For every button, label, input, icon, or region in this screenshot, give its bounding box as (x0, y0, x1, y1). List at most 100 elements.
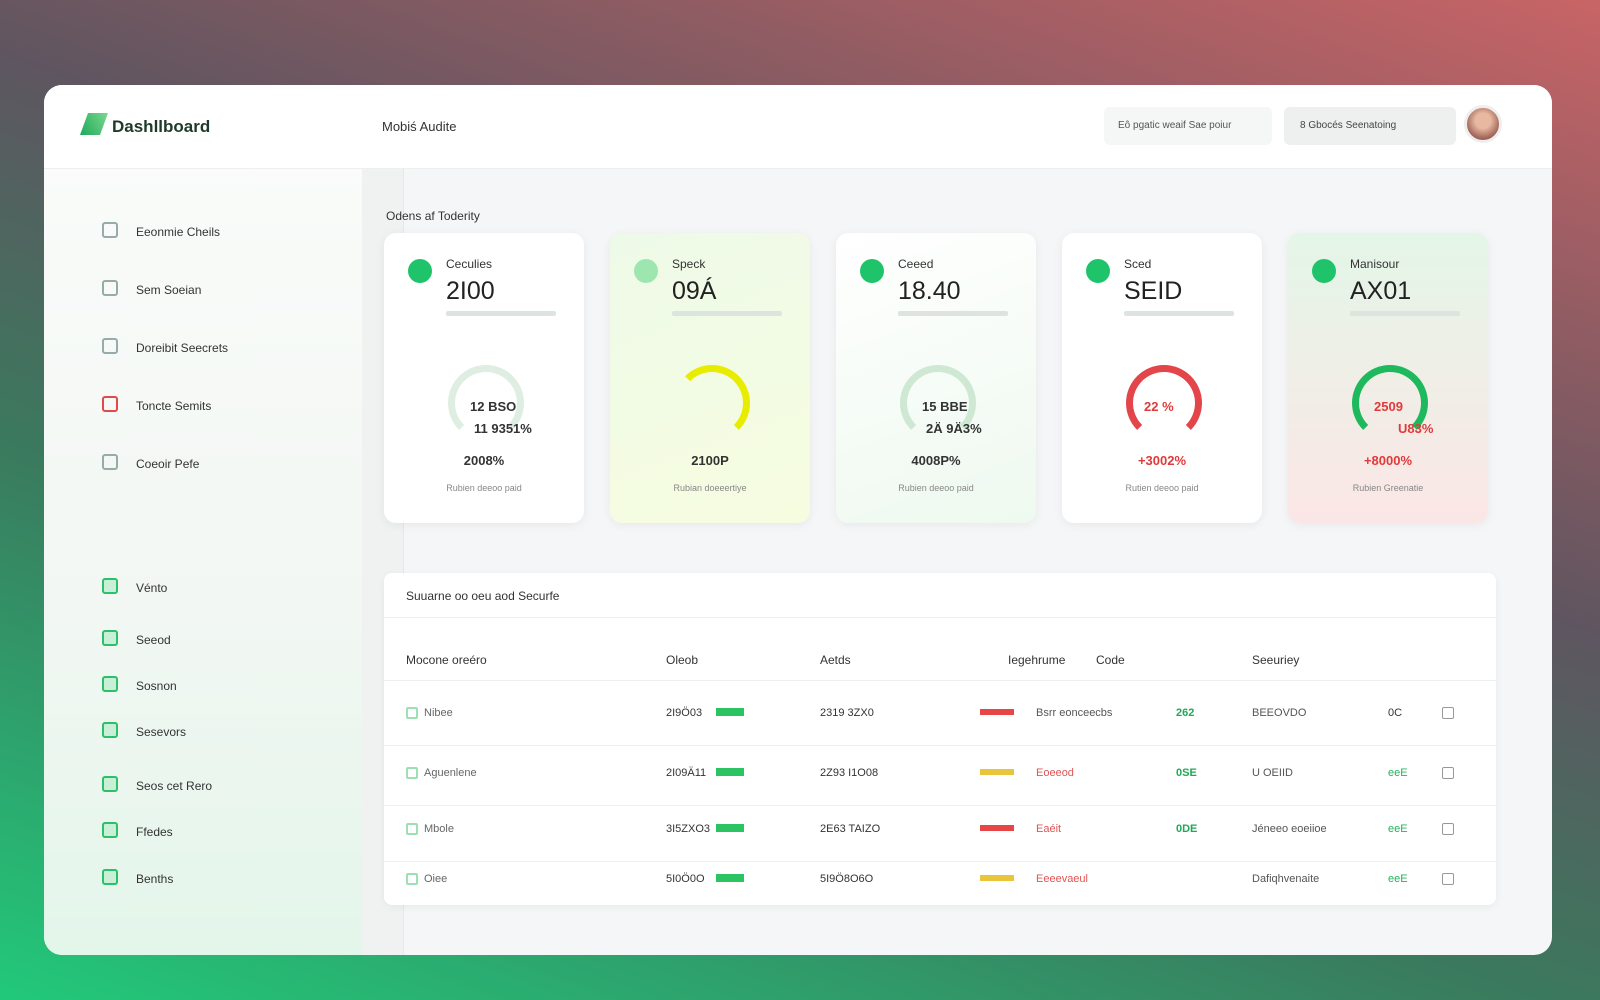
cell-check: 2I9Ö03 (666, 707, 703, 719)
nav-icon (102, 776, 118, 792)
row-action[interactable] (1442, 823, 1454, 835)
cell-security: Jéneeo eoeiioe (1252, 823, 1327, 835)
gauge (1352, 365, 1428, 441)
gauge-label: 22 % (1144, 399, 1174, 414)
top-bar: Dashllboard Mobiś Audite Eô pgatic weaif… (44, 85, 1552, 169)
nav-item[interactable]: Sem Soeian (102, 280, 201, 297)
column-header[interactable]: Seeuriey (1252, 653, 1300, 667)
cell-name: Aguenlene (424, 767, 477, 779)
row-action[interactable] (1442, 873, 1454, 885)
nav-item[interactable]: Sesevors (102, 722, 186, 739)
cell-acts: 2Z93 I1O08 (820, 767, 879, 779)
status-icon (634, 259, 658, 283)
divider (384, 617, 1496, 618)
gauge (674, 365, 750, 441)
progress (716, 708, 744, 716)
cell-mark: eeE (1388, 873, 1408, 885)
gauge (1126, 365, 1202, 441)
card-percent: +8000% (1363, 453, 1413, 468)
card-value: 18.40 (898, 277, 961, 305)
nav-item[interactable]: Doreibit Seecrets (102, 338, 228, 355)
nav-icon (102, 578, 118, 594)
dropdown[interactable]: 8 Gbocés Seenatoing (1284, 107, 1456, 145)
card-label: Sced (1124, 257, 1152, 271)
card-footer: Rubien Greenatie (1352, 483, 1424, 493)
page-title: Mobiś Audite (382, 119, 457, 134)
divider (384, 745, 1496, 746)
cell-name: Nibee (424, 707, 453, 719)
nav-icon (102, 222, 118, 238)
cell-acts: 5I9Ö8O6O (820, 873, 874, 885)
nav-item[interactable]: Vénto (102, 578, 167, 595)
cell-check: 2I09Ä11 (666, 767, 707, 779)
table-panel: Suuarne oo oeu aod Securfe Mocone oreéro… (384, 573, 1496, 905)
divider (384, 861, 1496, 862)
nav-icon (102, 338, 118, 354)
cell-acts: 2E63 TAIZO (820, 823, 881, 835)
search-box[interactable]: Eô pgatic weaif Sae poiur (1104, 107, 1272, 145)
app-window: Eeonmie Cheils Sem Soeian Doreibit Seecret… (44, 85, 1552, 955)
card-label: Manisour (1350, 257, 1400, 271)
card-footer: Rubien deeoo paid (446, 483, 522, 493)
cell-code: 0SE (1176, 767, 1197, 779)
card-percent: 4008P% (911, 453, 961, 468)
card-percent: +3002% (1137, 453, 1187, 468)
cell-acts: 2319 3ZX0 (820, 707, 874, 719)
avatar[interactable] (1464, 105, 1502, 143)
card-subtext (898, 311, 1008, 316)
nav-item[interactable]: Sosnon (102, 676, 177, 693)
nav-item[interactable]: Coeoir Pefe (102, 454, 199, 471)
logo (79, 113, 109, 135)
card-footer: Rubien deeoo paid (898, 483, 974, 493)
row-icon (406, 873, 418, 885)
card-value: 09Á (672, 277, 717, 305)
card-subtext (1350, 311, 1460, 316)
divider (384, 680, 1496, 681)
cell-security: U OEIID (1252, 767, 1293, 779)
card-value: SEID (1124, 277, 1183, 305)
kpi-card: Manisour AX01 2509 U83% +8000% Rubien Greenat… (1288, 233, 1488, 523)
brand: Dashllboard (112, 117, 211, 136)
column-header[interactable]: Code (1096, 653, 1125, 667)
cell-tag: Bsrr eonceecbs (1036, 707, 1113, 719)
nav-item[interactable]: Benths (102, 869, 173, 886)
status-icon (1086, 259, 1110, 283)
card-footer: Rutien deeoo paid (1125, 483, 1199, 493)
status-bar (980, 769, 1014, 775)
row-action[interactable] (1442, 707, 1454, 719)
cell-mark: eeE (1388, 767, 1408, 779)
nav-icon (102, 722, 118, 738)
progress (716, 824, 744, 832)
cell-code: 262 (1176, 707, 1195, 719)
column-header[interactable]: Oleob (666, 653, 699, 667)
cell-check: 5I0Ö0O (666, 873, 705, 885)
gauge-label: 2Ä 9Ä3% (926, 421, 982, 436)
row-action[interactable] (1442, 767, 1454, 779)
column-header[interactable]: Iegehrume (1008, 653, 1066, 667)
nav-item[interactable]: Ffedes (102, 822, 173, 839)
progress (716, 874, 744, 882)
nav-icon (102, 822, 118, 838)
row-icon (406, 767, 418, 779)
kpi-card: Ceeed 18.40 15 BBE 2Ä 9Ä3% 4008P% Rubien deeo… (836, 233, 1036, 523)
nav-item[interactable]: Eeonmie Cheils (102, 222, 220, 239)
nav-icon (102, 280, 118, 296)
kpi-card: Sced SEID 22 % +3002% Rutien deeoo paid (1062, 233, 1262, 523)
cell-tag: Eoeeod (1036, 767, 1074, 779)
status-icon (1312, 259, 1336, 283)
column-header[interactable]: Mocone oreéro (406, 653, 487, 667)
cell-name: Mbole (424, 823, 454, 835)
nav-item[interactable]: Seeod (102, 630, 171, 647)
card-percent: 2008% (463, 453, 505, 468)
card-label: Ceeed (898, 257, 934, 271)
cell-tag: Eeeevaeul (1036, 873, 1088, 885)
cell-tag: Eaéit (1036, 823, 1062, 835)
status-bar (980, 875, 1014, 881)
progress (716, 768, 744, 776)
nav-item[interactable]: Toncte Semits (102, 396, 211, 413)
gauge-label: 11 9351% (474, 421, 532, 436)
gauge-label: 15 BBE (922, 399, 968, 414)
nav-item[interactable]: Seos cet Rero (102, 776, 212, 793)
column-header[interactable]: Aetds (820, 653, 851, 667)
